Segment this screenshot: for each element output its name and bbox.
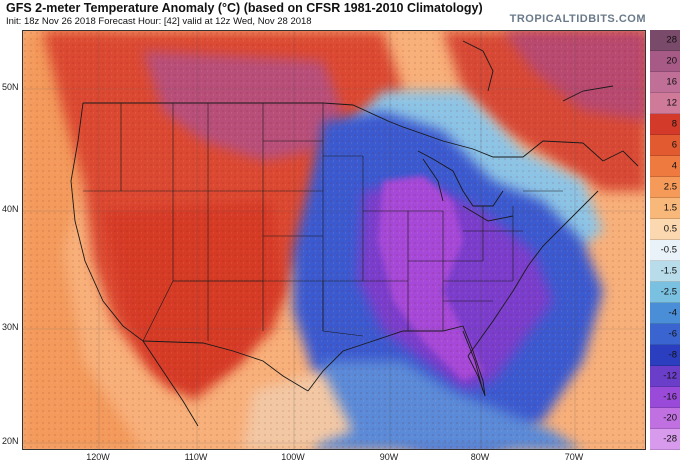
colorbar-level-label: -1.5: [660, 265, 677, 277]
colorbar-level-label: 2.5: [663, 181, 677, 193]
lon-label-80w: 80W: [470, 452, 490, 462]
colorbar-level-label: -6: [668, 328, 677, 340]
colorbar-level: 8: [650, 114, 680, 135]
state-borders: [83, 103, 563, 342]
colorbar-level: -16: [650, 387, 680, 408]
colorbar-level-label: -28: [663, 433, 677, 445]
colorbar-level: 6: [650, 135, 680, 156]
colorbar-level-label: 8: [671, 118, 677, 130]
anomaly-map: [22, 30, 646, 450]
colorbar-level-label: -12: [663, 370, 677, 382]
colorbar-legend: 28 20 16 12 8 6 4 2.5 1.5 0.5 -0.5 -1.5 -2.5 -4 -6 -8 -1…: [650, 30, 680, 450]
colorbar-level: 16: [650, 72, 680, 93]
political-borders: [70, 40, 639, 427]
colorbar-level-label: -4: [668, 307, 677, 319]
lat-label-50n: 50N: [2, 82, 19, 92]
colorbar-level-label: -0.5: [660, 244, 677, 256]
lat-label-20n: 20N: [2, 436, 19, 446]
colorbar-level-label: 28: [666, 34, 677, 46]
lon-label-70w: 70W: [564, 452, 584, 462]
map-title: GFS 2-meter Temperature Anomaly (°C) (ba…: [6, 1, 483, 15]
lat-label-30n: 30N: [2, 322, 19, 332]
colorbar-level: -20: [650, 408, 680, 429]
colorbar-level: 1.5: [650, 198, 680, 219]
colorbar-level: -0.5: [650, 240, 680, 261]
colorbar-level-label: 20: [666, 55, 677, 67]
lon-label-110w: 110W: [184, 452, 208, 462]
lon-label-120w: 120W: [86, 452, 110, 462]
colorbar-level-label: -20: [663, 412, 677, 424]
lat-label-40n: 40N: [2, 204, 19, 214]
colorbar-level-label: 0.5: [663, 223, 677, 235]
colorbar-level-label: 1.5: [663, 202, 677, 214]
lon-label-100w: 100W: [281, 452, 305, 462]
colorbar-level: 12: [650, 93, 680, 114]
colorbar-level: -6: [650, 324, 680, 345]
colorbar-level: -2.5: [650, 282, 680, 303]
colorbar-level: 0.5: [650, 219, 680, 240]
colorbar-level: -28: [650, 429, 680, 450]
colorbar-level-label: 6: [671, 139, 677, 151]
colorbar-level: 20: [650, 51, 680, 72]
colorbar-level: 2.5: [650, 177, 680, 198]
colorbar-level-label: 12: [666, 97, 677, 109]
lon-label-90w: 90W: [379, 452, 399, 462]
colorbar-level: -1.5: [650, 261, 680, 282]
colorbar-level: 4: [650, 156, 680, 177]
colorbar-level-label: -2.5: [660, 286, 677, 298]
brand-label: TROPICALTIDBITS.COM: [509, 13, 646, 25]
colorbar-level: -12: [650, 366, 680, 387]
colorbar-level: -8: [650, 345, 680, 366]
colorbar-level-label: 16: [666, 76, 677, 88]
colorbar-level: 28: [650, 30, 680, 51]
colorbar-level-label: 4: [671, 160, 677, 172]
map-subtitle: Init: 18z Nov 26 2018 Forecast Hour: [42…: [6, 16, 312, 27]
colorbar-level: -4: [650, 303, 680, 324]
colorbar-level-label: -16: [663, 391, 677, 403]
colorbar-level-label: -8: [668, 349, 677, 361]
